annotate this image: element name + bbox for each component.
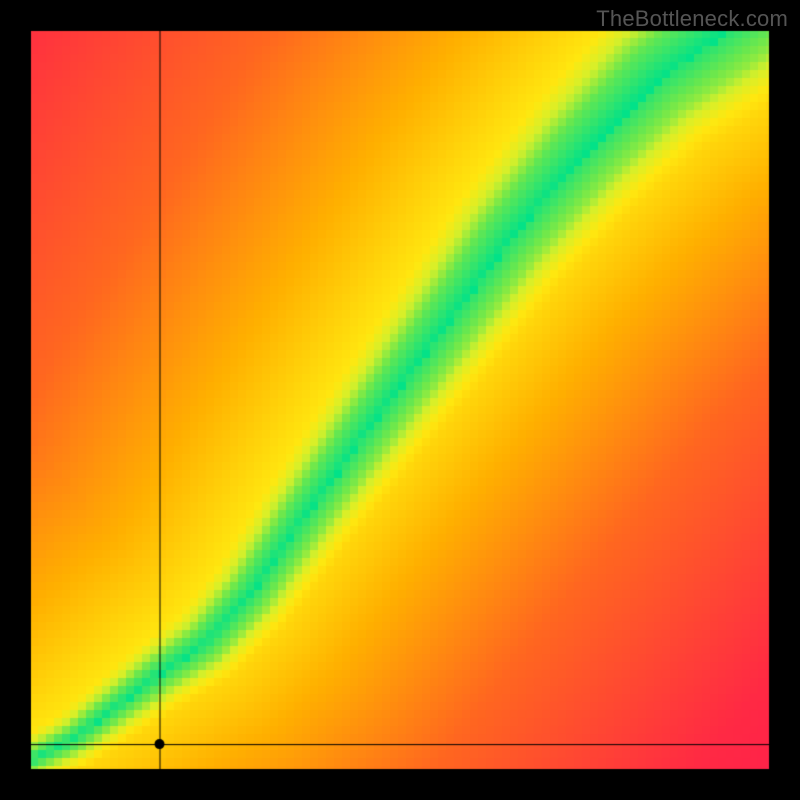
watermark-text: TheBottleneck.com <box>596 6 788 32</box>
heatmap-canvas <box>0 0 800 800</box>
chart-container: TheBottleneck.com <box>0 0 800 800</box>
